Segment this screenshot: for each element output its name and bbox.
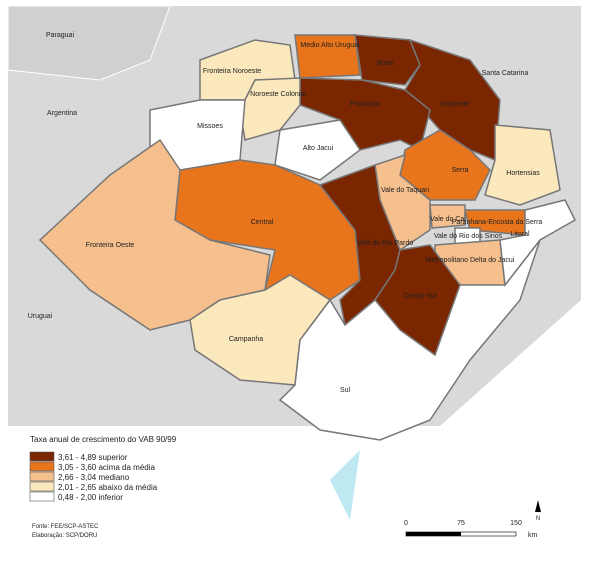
neighbor-label: Santa Catarina: [482, 70, 529, 77]
legend-label: 0,48 - 2,00 inferior: [58, 493, 123, 502]
scale-label: km: [528, 532, 538, 539]
region-label: Alto Jacui: [303, 145, 334, 152]
region: [354, 34, 421, 86]
north-label: N: [536, 516, 540, 522]
source: Fonte: FEE/SCP-ASTEC: [32, 524, 99, 530]
lagoon: [330, 450, 360, 520]
region: [294, 34, 361, 79]
region: [299, 77, 431, 152]
legend-swatch: [29, 491, 55, 502]
region-label: Centro-Sul: [403, 293, 437, 300]
region-label: Vale do Rio dos Sinos: [434, 233, 503, 240]
legend-swatch: [29, 481, 55, 492]
region-label: Medio Alto Uruguai: [300, 42, 360, 49]
region-label: Fronteira Noroeste: [203, 68, 261, 75]
region-label: Metropolitano Delta do Jacui: [426, 257, 515, 264]
legend-label: 3,05 - 3,60 acima da média: [58, 463, 155, 472]
region-label: Norte: [376, 60, 393, 67]
region-label: Litoral: [510, 231, 530, 238]
region-label: Missoes: [197, 123, 223, 130]
region-label: Hortensias: [506, 170, 540, 177]
legend-title: Taxa anual de crescimento do VAB 90/99: [30, 435, 177, 444]
legend-swatch: [29, 471, 55, 482]
region-label: Fronteira Oeste: [86, 242, 135, 249]
neighbor-label: Paraguai: [46, 32, 74, 39]
region-label: Nordeste: [441, 101, 470, 108]
legend-swatch: [29, 461, 55, 472]
legend-label: 2,01 - 2,65 abaixo da média: [58, 483, 158, 492]
ocean: [440, 300, 581, 426]
paraguai-area: [7, 5, 171, 81]
region-label: Vale do Cai: [430, 216, 466, 223]
region-label: Noroeste Colonial: [250, 91, 306, 98]
region-label: Serra: [451, 167, 468, 174]
north-arrow: [535, 500, 541, 512]
legend-swatch: [29, 451, 55, 462]
scale-label: 150: [510, 520, 522, 527]
region-label: Paranhana-Encosta da Serra: [452, 219, 543, 226]
region: [429, 204, 466, 229]
region: [484, 124, 561, 206]
region-label: Central: [251, 219, 274, 226]
scale-label: 0: [404, 520, 408, 527]
region: [499, 199, 576, 287]
scale-label: 75: [457, 520, 465, 527]
source: Elaboração: SCP/DORU: [32, 533, 97, 539]
region-label: Vale do Taquari: [381, 187, 429, 194]
legend-label: 3,61 - 4,89 superior: [58, 453, 128, 462]
region-label: Producao: [350, 101, 380, 108]
neighbor-label: Uruguai: [28, 313, 53, 320]
scale-bar-fill: [406, 532, 461, 536]
neighbor-label: Argentina: [47, 110, 77, 117]
region-label: Vale do Rio Pardo: [357, 240, 413, 247]
region-label: Campanha: [229, 336, 263, 343]
region-label: Sul: [340, 387, 351, 394]
legend-label: 2,66 - 3,04 mediano: [58, 473, 130, 482]
region: [274, 119, 362, 181]
